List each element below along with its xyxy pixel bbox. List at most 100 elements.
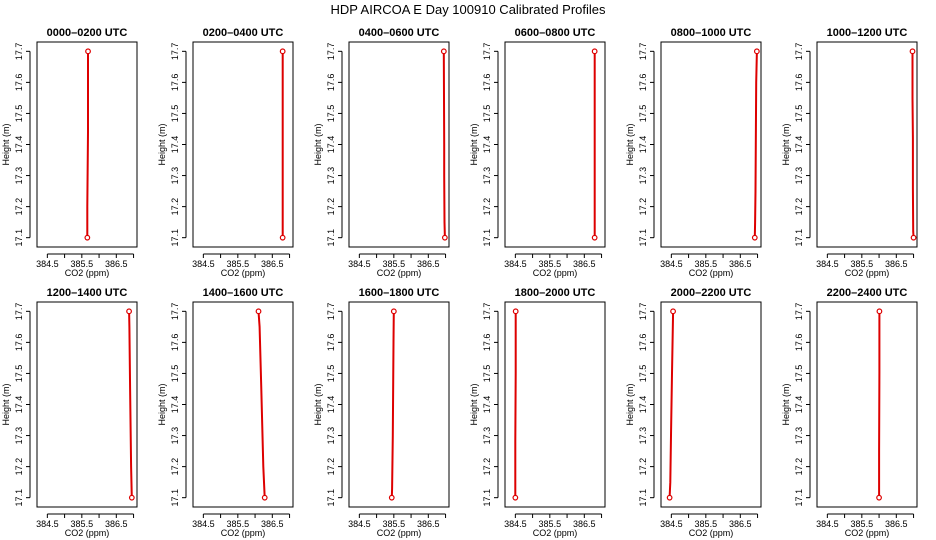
panel-title: 1400–1600 UTC xyxy=(203,287,284,299)
profile-endpoint xyxy=(279,48,286,55)
y-tick-label: 17.7 xyxy=(794,303,804,321)
x-tick-label: 384.5 xyxy=(816,519,839,529)
profile-line xyxy=(128,311,133,498)
y-tick-label: 17.5 xyxy=(14,105,24,123)
x-tick-label: 386.5 xyxy=(417,259,440,269)
y-tick-label: 17.3 xyxy=(794,427,804,445)
y-axis-label: Height (m) xyxy=(625,123,635,165)
y-tick-label: 17.5 xyxy=(326,365,336,383)
y-tick-label: 17.4 xyxy=(794,136,804,154)
profile-endpoint xyxy=(388,494,395,501)
y-tick-label: 17.2 xyxy=(638,458,648,476)
profile-endpoint xyxy=(126,308,132,315)
plot-frame xyxy=(816,41,918,248)
x-tick-label: 385.5 xyxy=(71,519,94,529)
profile-line xyxy=(86,51,89,238)
y-tick-label: 17.6 xyxy=(14,334,24,352)
x-tick-label: 385.5 xyxy=(71,259,94,269)
y-tick-label: 17.6 xyxy=(326,74,336,92)
y-tick-label: 17.1 xyxy=(638,229,648,247)
x-tick-label: 386.5 xyxy=(261,259,284,269)
y-tick-label: 17.2 xyxy=(170,198,180,216)
y-tick-label: 17.4 xyxy=(638,396,648,414)
y-axis-label: Height (m) xyxy=(469,123,479,165)
figure-title: HDP AIRCOA E Day 100910 Calibrated Profi… xyxy=(330,2,606,17)
x-tick-label: 384.5 xyxy=(36,519,59,529)
y-tick-label: 17.4 xyxy=(170,136,180,154)
profile-endpoint xyxy=(753,48,760,55)
x-tick-label: 386.5 xyxy=(417,519,440,529)
y-tick-label: 17.7 xyxy=(638,303,648,321)
x-axis-label: CO2 (ppm) xyxy=(377,268,422,278)
y-tick-label: 17.1 xyxy=(482,489,492,507)
x-axis-label: CO2 (ppm) xyxy=(65,268,110,278)
plot-frame xyxy=(660,41,762,248)
y-tick-label: 17.1 xyxy=(14,489,24,507)
x-tick-label: 385.5 xyxy=(851,519,874,529)
x-tick-label: 385.5 xyxy=(539,259,562,269)
y-axis-label: Height (m) xyxy=(469,383,479,425)
plot-frame xyxy=(36,301,138,508)
y-tick-label: 17.3 xyxy=(14,427,24,445)
profile-endpoint xyxy=(512,308,519,315)
y-tick-label: 17.7 xyxy=(326,303,336,321)
x-tick-label: 386.5 xyxy=(885,519,908,529)
panel-title: 2200–2400 UTC xyxy=(827,287,908,299)
profile-endpoint xyxy=(390,308,397,315)
profile-endpoint xyxy=(85,48,91,55)
x-axis-label: CO2 (ppm) xyxy=(845,268,890,278)
y-tick-label: 17.6 xyxy=(638,74,648,92)
panel-title: 0200–0400 UTC xyxy=(203,27,284,39)
profile-endpoint xyxy=(84,234,91,241)
y-tick-label: 17.2 xyxy=(794,458,804,476)
x-axis-label: CO2 (ppm) xyxy=(221,268,266,278)
y-axis-label: Height (m) xyxy=(313,123,323,165)
y-tick-label: 17.3 xyxy=(326,427,336,445)
panel-title: 2000–2200 UTC xyxy=(671,287,752,299)
panel-title: 0000–0200 UTC xyxy=(47,27,128,39)
profile-endpoint xyxy=(751,234,758,241)
plot-frame xyxy=(192,301,294,508)
profile-line xyxy=(911,51,915,238)
y-axis-label: Height (m) xyxy=(313,383,323,425)
plot-frame xyxy=(816,301,918,508)
x-axis-label: CO2 (ppm) xyxy=(845,528,890,538)
y-axis-label: Height (m) xyxy=(1,123,11,165)
y-tick-label: 17.7 xyxy=(170,303,180,321)
y-tick-label: 17.7 xyxy=(794,43,804,61)
x-axis-label: CO2 (ppm) xyxy=(533,268,578,278)
y-tick-label: 17.1 xyxy=(326,229,336,247)
y-tick-label: 17.6 xyxy=(482,74,492,92)
y-tick-label: 17.6 xyxy=(638,334,648,352)
panel-title: 0400–0600 UTC xyxy=(359,27,440,39)
profile-endpoint xyxy=(279,234,286,241)
y-tick-label: 17.1 xyxy=(326,489,336,507)
y-tick-label: 17.3 xyxy=(482,167,492,185)
y-tick-label: 17.4 xyxy=(482,396,492,414)
profile-endpoint xyxy=(910,234,917,241)
y-tick-label: 17.7 xyxy=(482,43,492,61)
y-axis-label: Height (m) xyxy=(157,123,167,165)
y-tick-label: 17.1 xyxy=(794,229,804,247)
profile-endpoint xyxy=(591,234,598,241)
profile-line xyxy=(442,51,446,238)
profile-endpoint xyxy=(128,494,135,501)
y-tick-label: 17.1 xyxy=(14,229,24,247)
panel-title: 1000–1200 UTC xyxy=(827,27,908,39)
plot-frame xyxy=(192,41,294,248)
y-tick-label: 17.4 xyxy=(170,396,180,414)
y-tick-label: 17.5 xyxy=(482,365,492,383)
y-tick-label: 17.2 xyxy=(794,198,804,216)
y-tick-label: 17.6 xyxy=(170,334,180,352)
y-tick-label: 17.4 xyxy=(14,396,24,414)
profile-endpoint xyxy=(440,48,447,55)
profile-endpoint xyxy=(591,48,598,55)
